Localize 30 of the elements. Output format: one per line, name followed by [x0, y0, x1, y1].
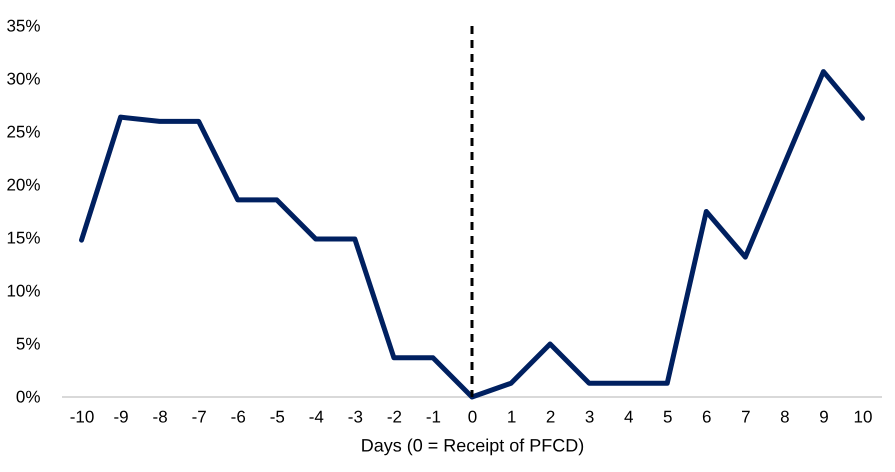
- x-tick-label: -10: [70, 408, 94, 426]
- y-tick-label: 20%: [6, 176, 40, 194]
- x-tick-label: 7: [741, 408, 751, 426]
- x-tick-label: 3: [584, 408, 594, 426]
- y-tick-label: 0%: [16, 388, 40, 406]
- y-tick-label: 15%: [6, 228, 40, 248]
- x-tick-label: -4: [308, 408, 324, 426]
- x-tick-label: -9: [114, 408, 129, 426]
- x-tick-label: -7: [192, 408, 207, 426]
- x-tick-label: 2: [546, 408, 556, 426]
- y-tick-label: 25%: [6, 122, 40, 142]
- x-tick-label: 8: [780, 408, 790, 426]
- x-axis-title: Days (0 = Receipt of PFCD): [360, 436, 584, 456]
- x-tick-label: 5: [663, 408, 672, 426]
- x-tick-label: 4: [624, 408, 634, 426]
- y-tick-label: 10%: [6, 282, 40, 300]
- x-tick-label: 6: [702, 408, 712, 426]
- x-tick-label: -2: [386, 408, 402, 426]
- x-tick-label: 9: [819, 408, 829, 426]
- y-tick-label: 5%: [16, 334, 40, 354]
- x-tick-label: -3: [348, 408, 363, 426]
- x-tick-label: -5: [270, 408, 285, 426]
- x-tick-label: 10: [854, 408, 872, 426]
- x-tick-label: -6: [230, 408, 246, 426]
- y-tick-label: 35%: [6, 16, 40, 36]
- y-tick-label: 30%: [6, 70, 40, 88]
- x-tick-label: -1: [426, 408, 442, 426]
- x-tick-label: 0: [468, 408, 478, 426]
- x-tick-label: -8: [152, 408, 168, 426]
- x-tick-label: 1: [506, 408, 516, 426]
